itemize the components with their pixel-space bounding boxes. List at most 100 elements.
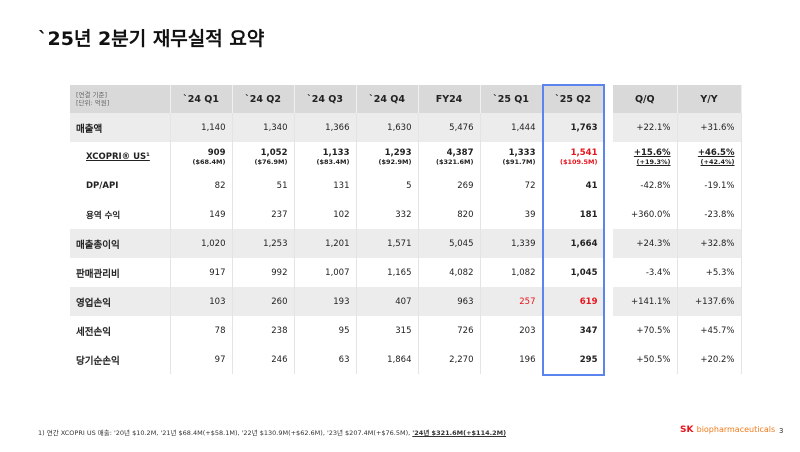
unit-label: [연결 기준] [단위: 억원] [70, 85, 171, 113]
value: 72 [524, 180, 536, 191]
yy-value: +45.7% [700, 325, 735, 336]
value-cell: 820 [418, 200, 481, 229]
yy-value: -19.1% [704, 180, 735, 191]
value-cell: 203 [480, 316, 543, 345]
value: 1,201 [325, 238, 350, 249]
value: 332 [395, 209, 412, 220]
value: 269 [457, 180, 474, 191]
value-cell: 5,476 [418, 113, 481, 142]
col-header: `24 Q1 [170, 85, 233, 113]
value: 257 [519, 296, 536, 307]
sk-logo: SK biopharmaceuticals [680, 425, 775, 435]
value-cell: 5 [356, 171, 419, 200]
value: 407 [395, 296, 412, 307]
value-cell: 963 [418, 287, 481, 316]
value: 909 [207, 147, 226, 158]
value: 1,007 [325, 267, 350, 278]
yy-value: +32.8% [700, 238, 735, 249]
qq-cell: +50.5% [613, 345, 678, 374]
value: 51 [276, 180, 288, 191]
value-cell: 917 [170, 258, 233, 287]
value-cell: 260 [232, 287, 295, 316]
qq-sub: (+19.3%) [636, 157, 671, 166]
value: 203 [519, 325, 536, 336]
footnote: 1) 연간 XCOPRI US 매출: '20년 $10.2M, '21년 $6… [38, 427, 506, 437]
table-row: 매출액 1,140 1,340 1,366 1,630 5,476 1,444 1,763 +2… [70, 113, 742, 142]
value-cell: 1,140 [170, 113, 233, 142]
value: 1,864 [387, 354, 412, 365]
value-cell: 1,045 [542, 258, 605, 287]
value: 1,571 [387, 238, 412, 249]
value: 295 [579, 354, 598, 365]
table-row: 판매관리비 917 992 1,007 1,165 4,082 1,082 1,045 -3.4… [70, 258, 742, 287]
value-cell: 257 [480, 287, 543, 316]
logo-sk: SK [680, 425, 694, 435]
qq-cell: +15.6% (+19.3%) [613, 142, 678, 171]
usd-value: ($68.4M) [192, 157, 226, 166]
yy-value: +5.3% [705, 267, 735, 278]
value: 917 [209, 267, 226, 278]
value-cell: 39 [480, 200, 543, 229]
value-cell: 97 [170, 345, 233, 374]
col-header-qq: Q/Q [613, 85, 678, 113]
yy-cell: -23.8% [677, 200, 742, 229]
value: 315 [395, 325, 412, 336]
value: 1,253 [263, 238, 288, 249]
value-cell: 726 [418, 316, 481, 345]
yy-cell: +32.8% [677, 229, 742, 258]
qq-value: +360.0% [630, 209, 671, 220]
qq-value: -3.4% [645, 267, 671, 278]
yy-cell: +46.5% (+42.4%) [677, 142, 742, 171]
value: 1,763 [570, 122, 598, 133]
value-cell: 4,387 ($321.6M) [418, 142, 481, 171]
qq-cell: -42.8% [613, 171, 678, 200]
value: 193 [333, 296, 350, 307]
value-cell: 1,082 [480, 258, 543, 287]
qq-cell: +360.0% [613, 200, 678, 229]
table-row: 영업손익 103 260 193 407 963 257 619 +141.1% +137.6% [70, 287, 742, 316]
value: 238 [271, 325, 288, 336]
value: 5 [406, 180, 412, 191]
table-header: [연결 기준] [단위: 억원] `24 Q1 `24 Q2 `24 Q3 `24 Q4… [70, 85, 742, 113]
value: 1,340 [263, 122, 288, 133]
yy-cell: +45.7% [677, 316, 742, 345]
value: 4,387 [446, 147, 474, 158]
value-cell: 131 [294, 171, 357, 200]
usd-value: ($76.9M) [254, 157, 288, 166]
value: 1,165 [387, 267, 412, 278]
value-cell: 1,007 [294, 258, 357, 287]
value: 2,270 [449, 354, 474, 365]
table-row: XCOPRI® US¹ 909 ($68.4M) 1,052 ($76.9M) 1,133… [70, 142, 742, 171]
value-cell: 315 [356, 316, 419, 345]
gap [604, 287, 613, 316]
table-row: 세전손익 78 238 95 315 726 203 347 +70.5% +45.7% [70, 316, 742, 345]
value: 78 [214, 325, 226, 336]
value: 1,333 [508, 147, 536, 158]
col-header: `24 Q2 [232, 85, 295, 113]
value: 237 [271, 209, 288, 220]
value-cell: 102 [294, 200, 357, 229]
value: 1,052 [260, 147, 288, 158]
qq-value: +70.5% [636, 325, 671, 336]
value-cell: 1,133 ($83.4M) [294, 142, 357, 171]
value-cell: 193 [294, 287, 357, 316]
value-cell: 1,293 ($92.9M) [356, 142, 419, 171]
value: 82 [214, 180, 226, 191]
row-label: 영업손익 [70, 287, 171, 316]
value: 1,045 [570, 267, 598, 278]
value: 102 [333, 209, 350, 220]
col-header: `25 Q2 [542, 85, 605, 113]
qq-cell: +24.3% [613, 229, 678, 258]
value-cell: 149 [170, 200, 233, 229]
yy-cell: -19.1% [677, 171, 742, 200]
yy-cell: +137.6% [677, 287, 742, 316]
page-title: `25년 2분기 재무실적 요약 [38, 28, 265, 50]
col-header: FY24 [418, 85, 481, 113]
yy-value: +46.5% [697, 147, 735, 158]
value-cell: 238 [232, 316, 295, 345]
yy-sub: (+42.4%) [700, 157, 735, 166]
row-label: 매출액 [70, 113, 171, 142]
value-cell: 1,366 [294, 113, 357, 142]
value-cell: 1,165 [356, 258, 419, 287]
value: 149 [209, 209, 226, 220]
